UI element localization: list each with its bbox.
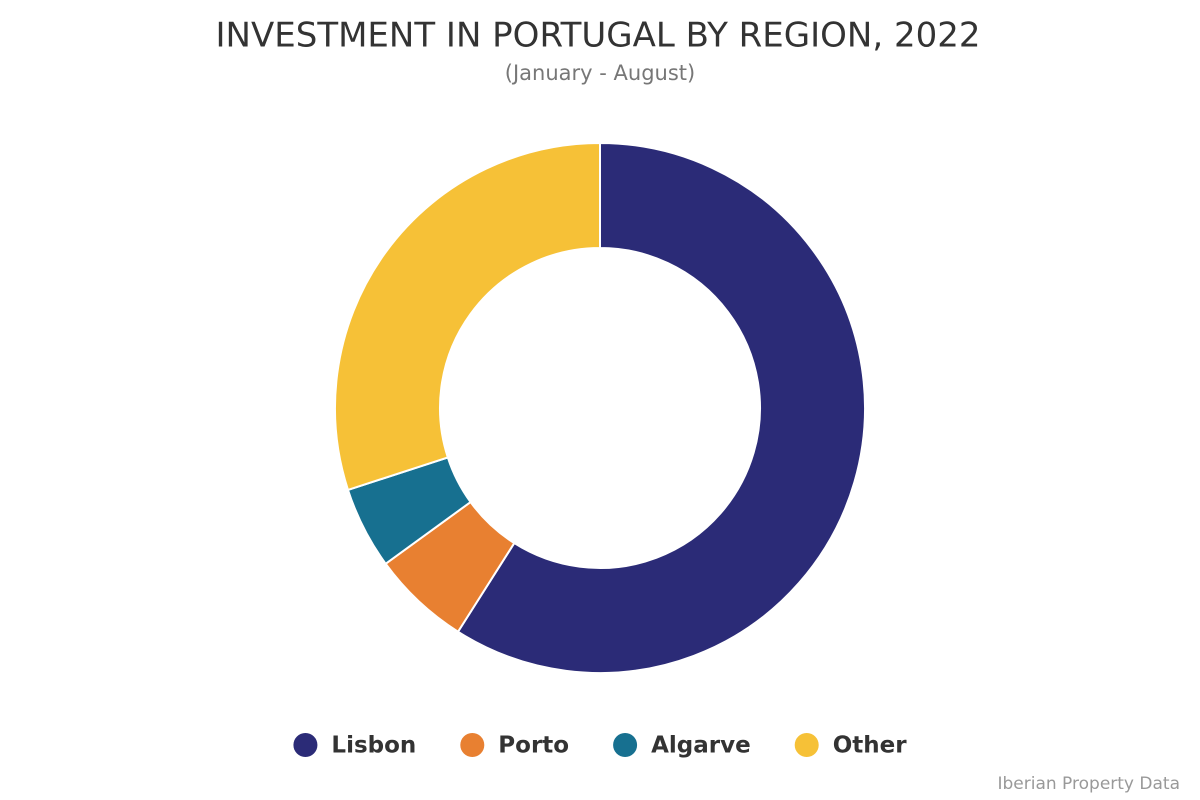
legend-marker — [794, 733, 819, 757]
chart-subtitle: (January - August) — [505, 61, 695, 85]
source: Iberian Property Data — [997, 774, 1180, 794]
slice — [334, 141, 601, 492]
legend-label: Algarve — [651, 733, 751, 759]
legend-label: Porto — [498, 733, 569, 759]
legend-marker — [613, 733, 638, 757]
slice — [456, 141, 866, 674]
legend-label: Lisbon — [331, 733, 416, 759]
legend: Lisbon Porto Algarve Other — [293, 733, 907, 759]
legend-label: Other — [833, 733, 908, 759]
chart-title: INVESTMENT IN PORTUGAL BY REGION, 2022 — [216, 16, 981, 56]
legend-marker — [460, 733, 485, 757]
donut — [334, 141, 866, 674]
legend-marker — [293, 733, 318, 757]
